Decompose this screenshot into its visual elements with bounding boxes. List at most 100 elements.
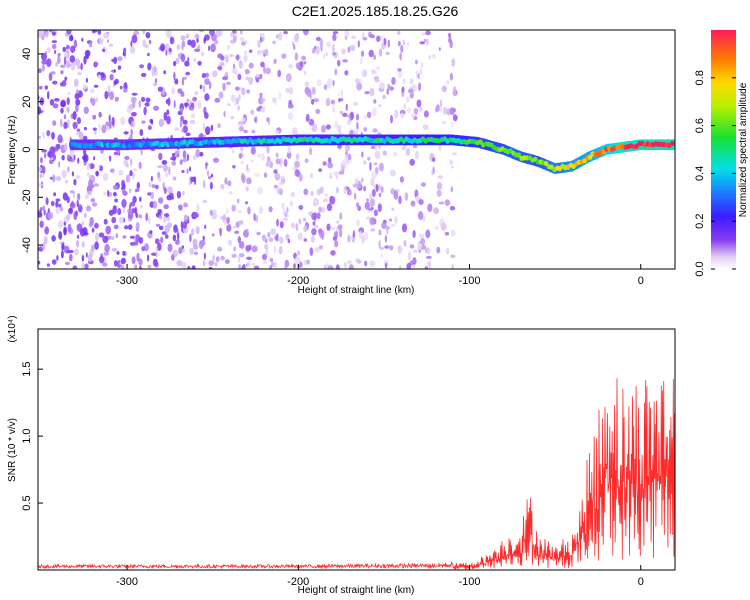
spectrogram-noise-point (217, 123, 222, 129)
spectrogram-noise-point (88, 41, 93, 48)
spectrogram-noise-point (255, 73, 260, 78)
spectrogram-noise-point (356, 260, 362, 264)
spectrogram-noise-point (229, 32, 234, 38)
spectrogram-noise-point (210, 173, 214, 178)
spectrogram-noise-point (322, 198, 329, 202)
spectrogram-noise-point (124, 225, 129, 230)
spectrogram-noise-point (52, 120, 57, 126)
spectrogram-noise-point (329, 171, 332, 177)
spectrogram-noise-point (119, 85, 123, 90)
spectrogram-noise-point (238, 254, 241, 263)
spectrogram-noise-point (63, 228, 67, 236)
spectrogram-noise-point (334, 240, 339, 248)
spectrogram-noise-point (450, 229, 456, 236)
spectrogram-noise-point (94, 241, 99, 250)
spectrogram-noise-point (352, 230, 356, 238)
spectrogram-noise-point (67, 91, 71, 96)
spectrogram-noise-point (420, 62, 424, 68)
spectrogram-noise-point (293, 44, 296, 51)
spectrogram-noise-point (254, 265, 260, 269)
spectrogram-noise-point (235, 86, 240, 91)
spectrogram-noise-point (41, 64, 45, 72)
spectrogram-noise-point (176, 191, 181, 199)
spectrogram-noise-point (347, 153, 352, 161)
spectrogram-noise-point (232, 63, 236, 70)
spectrogram-noise-point (93, 156, 96, 161)
spectrogram-noise-point (275, 130, 280, 135)
spectrogram-noise-point (372, 128, 378, 133)
spectrogram-noise-point (152, 82, 158, 87)
spectrogram-noise-point (93, 130, 97, 135)
spectrogram-noise-point (243, 54, 248, 63)
snr-x-label: Height of straight line (km) (298, 585, 415, 596)
spectrogram-noise-point (303, 30, 309, 36)
spectrogram-noise-point (344, 30, 350, 38)
spectrogram-noise-point (161, 231, 167, 235)
spectrogram-noise-point (76, 199, 79, 208)
spectrogram-noise-point (353, 129, 359, 136)
spectrogram-noise-point (148, 39, 152, 45)
spectrogram-noise-point (391, 77, 396, 85)
spectrogram-noise-point (83, 55, 87, 65)
spectrogram-noise-point (154, 78, 158, 84)
spectrogram-noise-point (130, 96, 137, 104)
spectrogram-noise-point (393, 151, 398, 157)
spectrogram-noise-point (164, 43, 170, 51)
spectrogram-noise-point (234, 230, 240, 234)
spectrogram-noise-point (233, 246, 237, 252)
spectrogram-noise-point (330, 99, 336, 105)
spectrogram-noise-point (364, 91, 370, 95)
spectrogram-noise-point (437, 175, 443, 179)
spectrogram-noise-point (98, 123, 101, 131)
spectrogram-noise-point (202, 260, 206, 267)
spectrogram-noise-point (338, 170, 345, 175)
spectrogram-noise-point (248, 62, 254, 69)
spectrogram-noise-point (38, 183, 44, 187)
spectrogram-noise-point (180, 35, 186, 41)
spectrogram-noise-point (220, 216, 225, 220)
spectrogram-noise-point (246, 163, 249, 171)
spectrogram-noise-point (327, 77, 333, 84)
spectrogram-noise-point (319, 38, 324, 48)
spectrogram-noise-point (90, 198, 96, 203)
spectrogram-noise-point (60, 118, 63, 128)
spectrogram-noise-point (133, 30, 140, 36)
spectrogram-noise-point (138, 161, 142, 170)
spectrogram-noise-point (50, 157, 54, 161)
spectrogram-noise-point (237, 236, 241, 244)
spectrogram-noise-point (451, 120, 454, 128)
spectrogram-noise-point (166, 109, 170, 116)
spectrogram-noise-point (220, 183, 225, 190)
spectrogram-noise-point (85, 205, 92, 212)
spectrogram-noise-point (318, 206, 322, 213)
spectrogram-noise-point (211, 70, 218, 78)
spectrogram-noise-point (219, 227, 222, 237)
spectrogram-noise-point (297, 232, 303, 241)
spectrogram-noise-point (399, 52, 403, 61)
spectrogram-noise-point (224, 177, 228, 185)
spectrogram-noise-point (347, 46, 351, 53)
spectrogram-noise-point (283, 30, 288, 35)
spectrogram-noise-point (66, 196, 70, 204)
spectrogram-noise-point (402, 77, 406, 85)
spectrogram-noise-point (222, 82, 226, 92)
spectrogram-noise-point (41, 165, 46, 174)
spectrogram-noise-point (49, 146, 56, 155)
spectrogram-noise-point (90, 88, 95, 94)
spectrogram-noise-point (200, 51, 205, 57)
spectrogram-noise-point (131, 120, 136, 128)
spectrogram-noise-point (113, 80, 118, 86)
spectrogram-noise-point (332, 31, 339, 35)
spectrogram-noise-point (92, 30, 98, 33)
spectrogram-noise-point (47, 91, 50, 100)
spectrogram-noise-point (116, 251, 120, 255)
spectrogram-noise-point (173, 71, 176, 81)
spectrogram-noise-point (140, 148, 143, 156)
spectrogram-noise-point (239, 241, 245, 249)
spectrogram-y-ticks: -40 -20 0 20 40 (21, 48, 43, 253)
spectrogram-noise-point (145, 212, 149, 222)
spectrogram-noise-point (92, 114, 97, 120)
spectrogram-noise-point (219, 61, 225, 67)
spectrogram-noise-point (195, 226, 200, 235)
spectrogram-noise-point (131, 34, 138, 44)
